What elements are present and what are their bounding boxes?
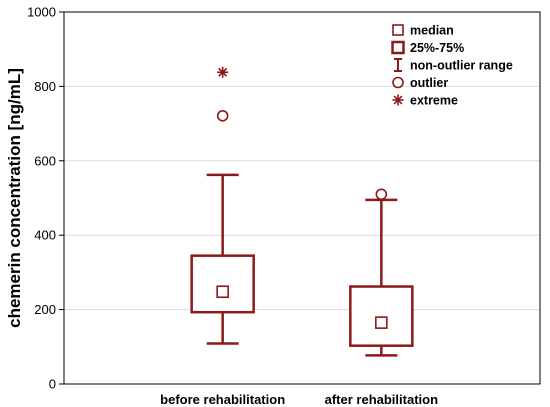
legend-label: median — [410, 24, 454, 38]
legend-extreme-icon — [392, 94, 404, 106]
y-tick-label: 600 — [34, 153, 56, 168]
y-tick-label: 800 — [34, 79, 56, 94]
legend: median 25%-75% non-outlier range outlier ext… — [391, 24, 513, 108]
extreme-point — [217, 66, 229, 78]
legend-box-icon — [391, 40, 405, 55]
box-1 — [190, 66, 255, 345]
outlier-point — [216, 109, 229, 122]
legend-outlier-icon — [392, 76, 404, 89]
legend-label: non-outlier range — [410, 59, 513, 73]
y-tick-label: 200 — [34, 302, 56, 317]
legend-item-asterisk: extreme — [392, 94, 458, 108]
y-tick-label: 400 — [34, 228, 56, 243]
legend-label: 25%-75% — [410, 41, 464, 55]
grid-lines — [64, 85, 540, 311]
legend-whisker-icon — [394, 58, 402, 72]
plot-frame — [63, 11, 541, 385]
median-marker — [216, 285, 229, 299]
legend-item-box: 25%-75% — [391, 40, 464, 55]
y-axis-title: chemerin concentration [ng/mL] — [5, 68, 24, 328]
legend-item-median-square: median — [392, 24, 454, 38]
iqr-box — [190, 254, 255, 314]
x-axis-labels: before rehabilitation after rehabilitatio… — [160, 392, 438, 407]
boxes — [190, 66, 414, 357]
y-axis-ticks: 0 200 400 600 800 1000 — [27, 5, 64, 392]
x-category-label: after rehabilitation — [325, 392, 438, 407]
legend-label: outlier — [410, 76, 448, 90]
legend-median-icon — [392, 24, 404, 36]
y-tick-label: 1000 — [27, 5, 56, 20]
x-category-label: before rehabilitation — [160, 392, 285, 407]
median-marker — [375, 316, 388, 329]
outlier-point — [375, 188, 388, 201]
y-tick-label: 0 — [49, 377, 56, 392]
legend-label: extreme — [410, 94, 458, 108]
legend-item-circle: outlier — [392, 76, 448, 90]
legend-item-whisker: non-outlier range — [394, 58, 513, 73]
iqr-box — [349, 285, 414, 347]
box-2 — [349, 188, 414, 357]
